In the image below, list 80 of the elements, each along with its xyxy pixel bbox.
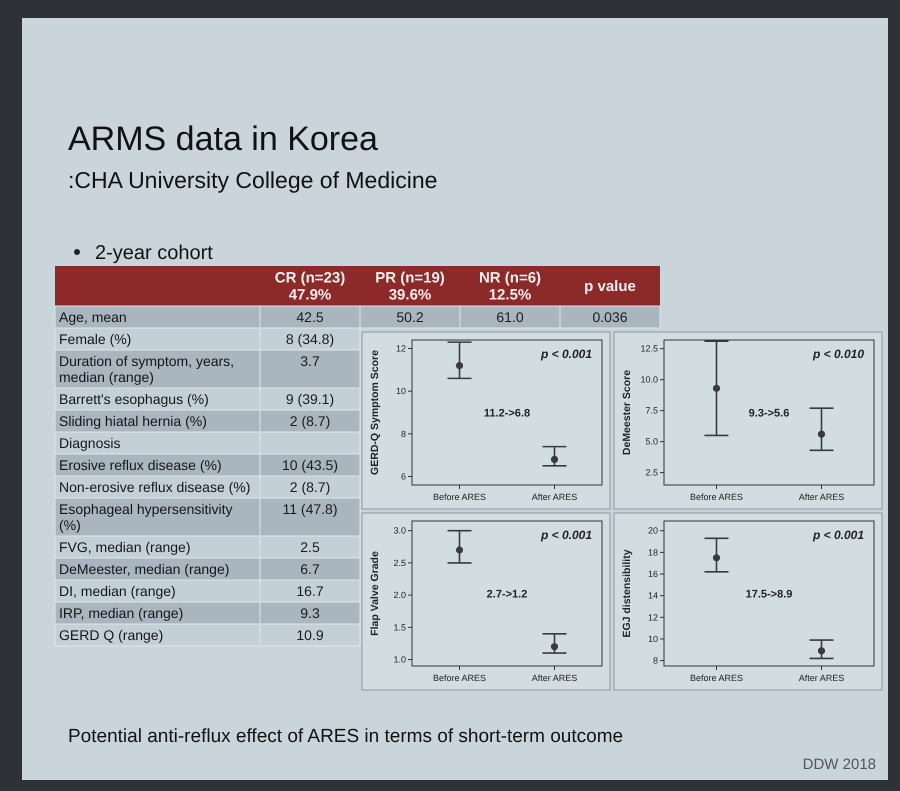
y-tick-label: 3.0: [393, 526, 406, 536]
y-axis-title: EGJ distensibility: [621, 549, 633, 638]
y-tick-label: 10: [396, 386, 406, 396]
category-label: DeMeester, median (range): [59, 561, 230, 577]
y-tick-label: 12: [396, 344, 406, 354]
y-tick-label: 5.0: [645, 436, 658, 447]
y-tick-label: 10: [648, 634, 658, 644]
y-tick-label: 1.5: [393, 622, 406, 632]
category-label: Duration of symptom, years, median (range): [59, 353, 234, 385]
text: 0.036: [592, 309, 628, 325]
y-tick-label: 16: [648, 569, 658, 580]
category-label: p value: [584, 278, 636, 295]
annotation: p < 0.001: [540, 528, 592, 542]
x-tick-label: After ARES: [798, 492, 844, 502]
text: 10 (43.5): [282, 457, 338, 473]
x-tick-label: Before ARES: [690, 492, 744, 502]
text: 10.9: [296, 627, 324, 643]
y-tick-label: 8: [652, 656, 658, 666]
text: 6.7: [300, 561, 320, 577]
y-tick-label: 20: [648, 526, 658, 536]
category-label: GERD Q (range): [59, 627, 164, 643]
category-label: CR (n=23) 47.9%: [274, 270, 346, 304]
x-tick-label: Before ARES: [432, 673, 486, 683]
y-tick-label: 2.0: [393, 590, 406, 600]
text: 2-year cohort: [95, 242, 214, 264]
category-label: Non-erosive reflux disease (%): [59, 479, 250, 495]
annotation: 2.7->1.2: [486, 588, 528, 600]
y-tick-label: 6: [400, 471, 406, 482]
text: 11 (47.8): [282, 501, 338, 517]
y-tick-label: 18: [648, 547, 658, 558]
y-tick-label: 2.5: [645, 468, 658, 478]
text: 9 (39.1): [286, 391, 334, 407]
y-tick-label: 7.5: [645, 406, 658, 416]
text: ARMS data in Korea: [68, 120, 378, 158]
category-label: Age, mean: [59, 309, 127, 325]
y-tick-label: 12.5: [640, 344, 658, 354]
category-label: PR (n=19) 39.6%: [375, 270, 445, 304]
annotation: 9.3->5.6: [748, 408, 790, 420]
annotation: p < 0.001: [540, 347, 592, 361]
category-label: Esophageal hypersensitivity (%): [59, 501, 233, 533]
annotation: 11.2->6.8: [484, 408, 530, 420]
text: 2 (8.7): [290, 479, 330, 495]
y-tick-label: 14: [648, 590, 658, 601]
x-tick-label: After ARES: [798, 673, 844, 683]
category-label: DI, median (range): [59, 583, 176, 599]
annotation: p < 0.010: [812, 347, 864, 361]
y-tick-label: 12: [648, 612, 658, 622]
y-tick-label: 2.5: [393, 558, 406, 568]
y-axis-title: Flap Valve Grade: [369, 551, 381, 636]
text: 9.3: [300, 605, 320, 621]
category-label: Sliding hiatal hernia (%): [59, 413, 207, 429]
text: 16.7: [296, 583, 324, 599]
text: 2 (8.7): [290, 413, 330, 429]
category-label: FVG, median (range): [59, 539, 190, 555]
x-tick-label: After ARES: [532, 492, 578, 502]
text: 2.5: [300, 539, 320, 555]
y-tick-label: 10.0: [640, 374, 658, 385]
x-tick-label: Before ARES: [432, 492, 486, 502]
text: 61.0: [496, 309, 524, 325]
annotation: p < 0.001: [812, 528, 864, 542]
text: 42.5: [296, 309, 324, 325]
y-axis-title: GERD-Q Symptom Score: [369, 350, 381, 475]
y-tick-label: 8: [400, 428, 406, 439]
y-axis-title: DeMeester Score: [621, 370, 633, 456]
annotation: 17.5->8.9: [746, 588, 792, 600]
text: :CHA University College of Medicine: [68, 167, 438, 193]
category-label: Diagnosis: [59, 435, 120, 451]
text: DDW 2018: [802, 756, 876, 773]
category-label: Barrett's esophagus (%): [59, 391, 209, 407]
category-label: NR (n=6) 12.5%: [478, 270, 542, 304]
text: 50.2: [396, 309, 424, 325]
x-tick-label: After ARES: [532, 673, 578, 683]
text: Potential anti-reflux effect of ARES in terms of short-term outcome: [68, 726, 624, 747]
category-label: Erosive reflux disease (%): [59, 457, 222, 473]
text: 8 (34.8): [286, 331, 334, 347]
category-label: Female (%): [59, 331, 132, 347]
text: 3.7: [300, 353, 320, 369]
y-tick-label: 1.0: [393, 654, 406, 665]
x-tick-label: Before ARES: [690, 673, 744, 683]
category-label: IRP, median (range): [59, 605, 184, 621]
